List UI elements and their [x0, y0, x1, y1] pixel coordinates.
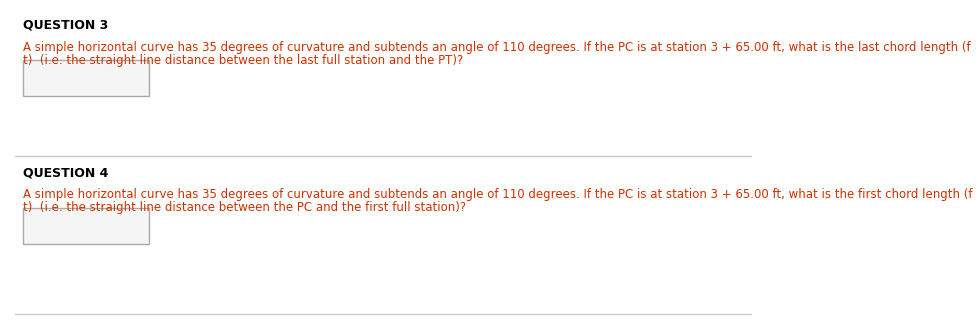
Text: A simple horizontal curve has 35 degrees of curvature and subtends an angle of 1: A simple horizontal curve has 35 degrees…: [24, 188, 973, 201]
Text: A simple horizontal curve has 35 degrees of curvature and subtends an angle of 1: A simple horizontal curve has 35 degrees…: [24, 41, 971, 54]
Text: QUESTION 4: QUESTION 4: [24, 166, 109, 179]
FancyBboxPatch shape: [24, 60, 149, 96]
Text: t)  (i.e. the straight line distance between the PC and the first full station)?: t) (i.e. the straight line distance betw…: [24, 201, 466, 214]
FancyBboxPatch shape: [24, 208, 149, 244]
Text: t)  (i.e. the straight line distance between the last full station and the PT)?: t) (i.e. the straight line distance betw…: [24, 54, 464, 67]
Text: QUESTION 3: QUESTION 3: [24, 19, 109, 32]
